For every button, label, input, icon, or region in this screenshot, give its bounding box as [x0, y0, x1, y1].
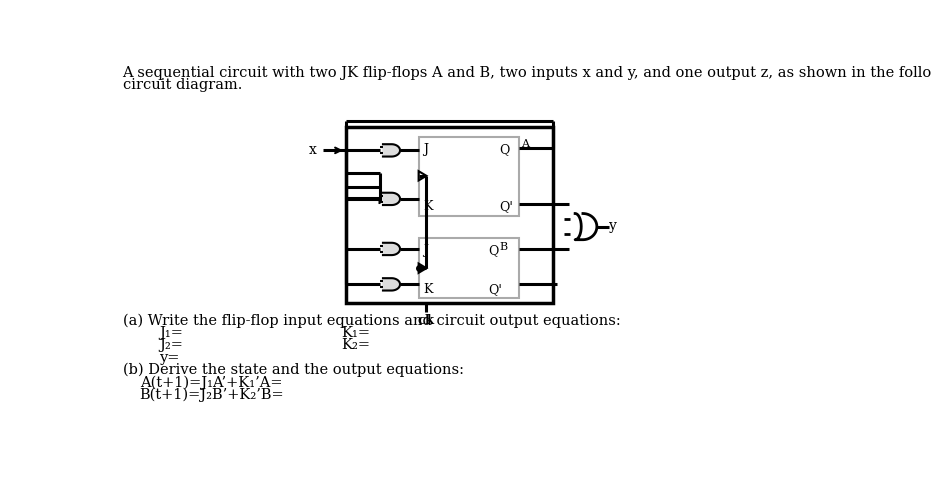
- Polygon shape: [383, 144, 400, 157]
- Text: K₁=: K₁=: [341, 326, 371, 340]
- Bar: [419, 136, 519, 216]
- Text: y: y: [609, 219, 617, 233]
- Text: A sequential circuit with two JK flip-flops A and B, two inputs x and y, and one: A sequential circuit with two JK flip-fl…: [123, 65, 931, 80]
- Text: (a) Write the flip-flop input equations and circuit output equations:: (a) Write the flip-flop input equations …: [123, 313, 620, 328]
- Text: J: J: [424, 245, 428, 257]
- Text: A(t+1)=J₁A’+K₁’A=: A(t+1)=J₁A’+K₁’A=: [140, 375, 282, 390]
- Text: Q: Q: [489, 245, 499, 257]
- Text: ck: ck: [418, 314, 435, 327]
- Polygon shape: [575, 213, 597, 240]
- Text: J: J: [424, 143, 428, 156]
- Polygon shape: [383, 243, 400, 255]
- Text: B(t+1)=J₂B’+K₂’B=: B(t+1)=J₂B’+K₂’B=: [140, 387, 284, 402]
- Text: x: x: [308, 143, 317, 157]
- Text: y=: y=: [159, 351, 180, 365]
- Polygon shape: [383, 278, 400, 291]
- Bar: [345, 127, 553, 303]
- Polygon shape: [383, 193, 400, 205]
- Text: J₂=: J₂=: [159, 338, 182, 352]
- Text: Q': Q': [499, 200, 513, 213]
- Text: Q': Q': [489, 283, 502, 296]
- Text: Q: Q: [499, 143, 509, 156]
- Text: J₁=: J₁=: [159, 326, 182, 340]
- Bar: [419, 238, 519, 298]
- Text: K: K: [424, 200, 433, 213]
- Text: (b) Derive the state and the output equations:: (b) Derive the state and the output equa…: [123, 363, 464, 377]
- Text: K₂=: K₂=: [341, 338, 371, 352]
- Text: B: B: [499, 242, 507, 252]
- Text: A: A: [521, 139, 529, 149]
- Text: K: K: [424, 283, 433, 296]
- Text: circuit diagram.: circuit diagram.: [123, 78, 242, 92]
